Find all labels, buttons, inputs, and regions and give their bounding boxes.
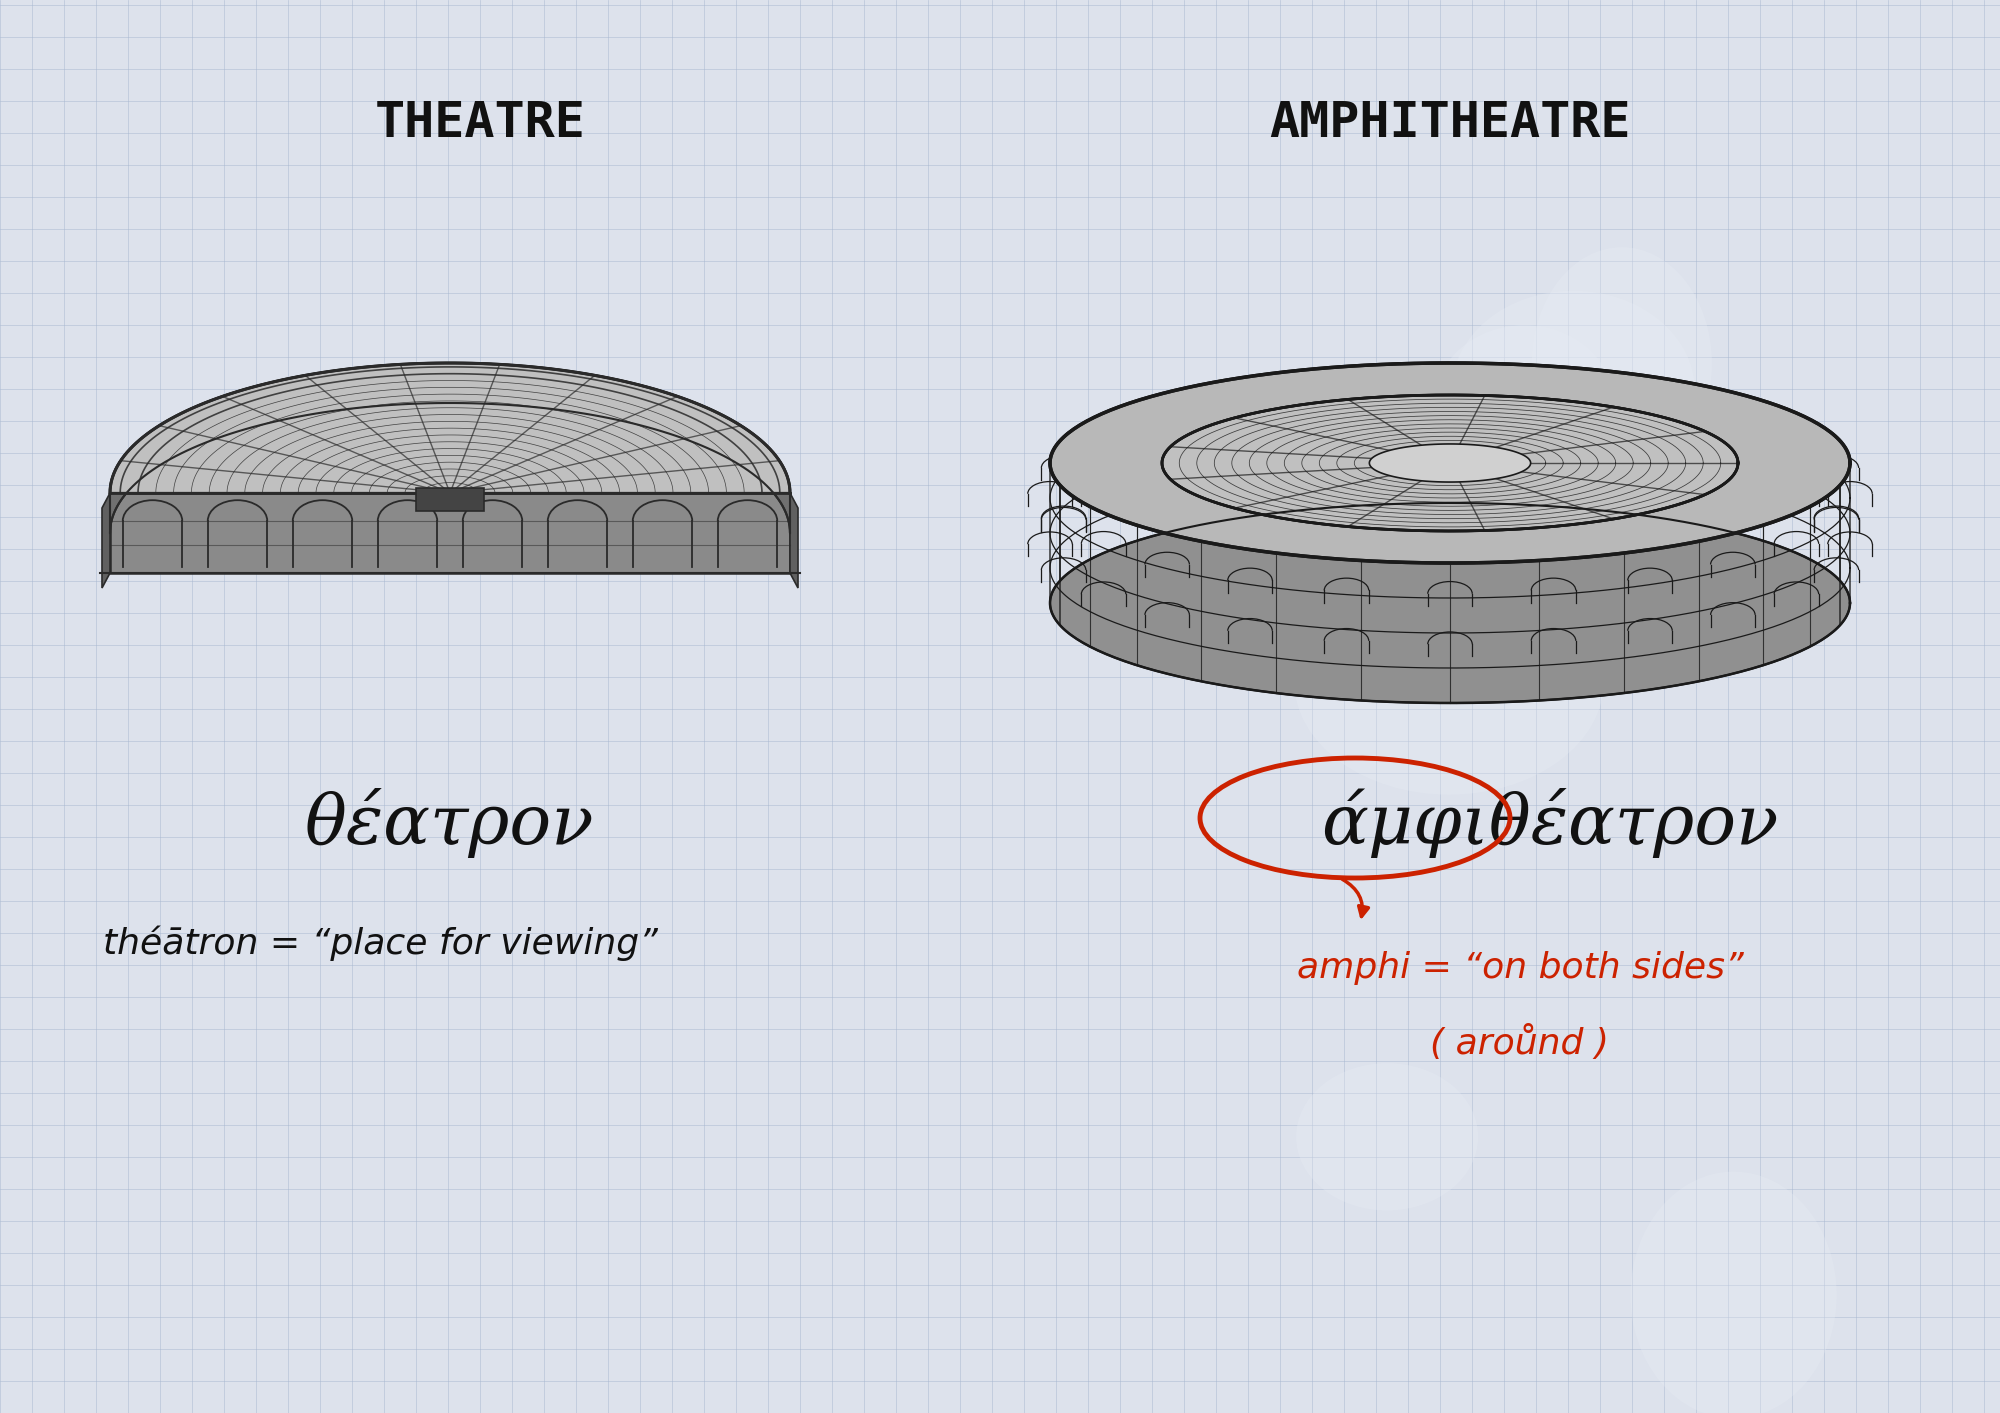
Ellipse shape bbox=[1118, 747, 1344, 958]
Polygon shape bbox=[790, 493, 798, 588]
Ellipse shape bbox=[142, 1296, 378, 1413]
Text: άμφιθέατρον: άμφιθέατρον bbox=[1322, 788, 1778, 858]
Polygon shape bbox=[1050, 363, 1850, 562]
Text: ( aroůnd ): ( aroůnd ) bbox=[1430, 1024, 1610, 1061]
Polygon shape bbox=[110, 493, 790, 574]
Ellipse shape bbox=[1320, 705, 1486, 835]
Text: THEATRE: THEATRE bbox=[374, 99, 586, 147]
Ellipse shape bbox=[730, 1210, 950, 1405]
Text: amphi = “on both sides”: amphi = “on both sides” bbox=[1296, 951, 1744, 985]
Ellipse shape bbox=[324, 927, 496, 1111]
Ellipse shape bbox=[0, 643, 224, 841]
Polygon shape bbox=[110, 363, 790, 533]
Text: AMPHITHEATRE: AMPHITHEATRE bbox=[1270, 99, 1630, 147]
Polygon shape bbox=[1050, 363, 1850, 704]
Polygon shape bbox=[1162, 396, 1738, 531]
Polygon shape bbox=[102, 493, 110, 588]
Polygon shape bbox=[110, 363, 790, 493]
Text: θέατρον: θέατρον bbox=[306, 788, 594, 858]
Polygon shape bbox=[416, 487, 484, 512]
Polygon shape bbox=[1370, 444, 1530, 482]
Text: théātron = “place for viewing”: théātron = “place for viewing” bbox=[102, 926, 658, 961]
